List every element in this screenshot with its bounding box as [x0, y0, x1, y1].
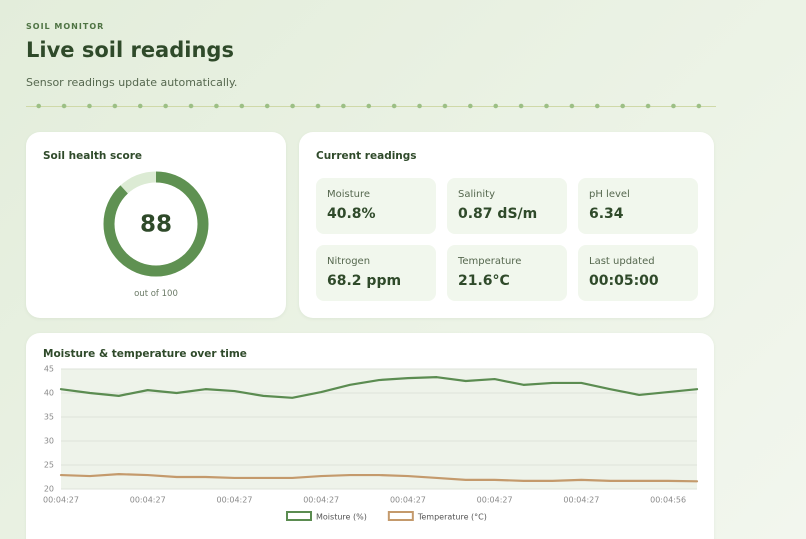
x-tick-label: 00:04:27 — [303, 496, 339, 505]
reading-tile: pH level 6.34 — [578, 178, 698, 234]
x-tick-label: 00:04:27 — [477, 496, 513, 505]
readings-card: Current readings Moisture 40.8% Salinity 0.… — [299, 132, 714, 318]
legend-label: Moisture (%) — [316, 513, 367, 522]
x-tick-label: 00:04:27 — [216, 496, 252, 505]
card-title: Soil health score — [43, 150, 143, 162]
x-tick-label: 00:04:27 — [563, 496, 599, 505]
reading-value: 0.87 dS/m — [458, 206, 538, 222]
score-value: 88 — [140, 212, 172, 238]
chart-title: Moisture & temperature over time — [43, 348, 247, 360]
reading-value: 00:05:00 — [589, 273, 659, 289]
series-line — [59, 376, 699, 399]
series-line — [59, 473, 699, 483]
y-tick-label: 20 — [44, 485, 54, 494]
y-tick-label: 30 — [44, 437, 54, 446]
reading-tile: Temperature 21.6°C — [447, 245, 567, 301]
y-tick-label: 35 — [44, 413, 54, 422]
x-tick-label: 00:04:27 — [43, 496, 79, 505]
reading-value: 21.6°C — [458, 273, 510, 289]
legend-swatch — [286, 511, 312, 521]
score-card: Soil health score 88 out of 100 — [26, 132, 286, 318]
plot-background — [61, 369, 697, 489]
x-tick-label: 00:04:27 — [390, 496, 426, 505]
page-title: Live soil readings — [26, 38, 234, 62]
subtitle: Sensor readings update automatically. — [26, 76, 238, 89]
reading-label: Temperature — [458, 256, 522, 267]
legend-label: Temperature (°C) — [417, 513, 487, 522]
reading-value: 68.2 ppm — [327, 273, 402, 289]
divider — [26, 103, 716, 109]
score-max: 100 — [161, 289, 178, 299]
score-caption: out of 100 — [26, 289, 286, 299]
chart-card: Moisture & temperature over time 20 25 30 3… — [26, 333, 714, 539]
reading-label: Moisture — [327, 189, 371, 200]
y-tick-label: 40 — [44, 389, 54, 398]
chart: Moisture & temperature over time 20 25 30 3… — [43, 348, 699, 522]
reading-label: Nitrogen — [327, 256, 371, 267]
reading-tile: Nitrogen 68.2 ppm — [316, 245, 436, 301]
reading-tile: Last updated 00:05:00 — [578, 245, 698, 301]
x-tick-label: 00:04:56 — [650, 496, 686, 505]
gauge: 88 — [103, 171, 209, 277]
caption: out of — [134, 289, 159, 299]
x-tick-label: 00:04:27 — [130, 496, 166, 505]
reading-label: Last updated — [589, 256, 655, 267]
legend-swatch — [387, 511, 414, 521]
reading-label: Salinity — [458, 189, 495, 200]
reading-label: pH level — [589, 189, 630, 200]
eyebrow: SOIL MONITOR — [26, 22, 105, 31]
gauge-arc — [103, 171, 209, 277]
y-tick-label: 25 — [44, 461, 54, 470]
reading-tile: Salinity 0.87 dS/m — [447, 178, 567, 234]
reading-value: 40.8% — [327, 206, 376, 222]
reading-tile: Moisture 40.8% — [316, 178, 436, 234]
y-tick-label: 45 — [44, 365, 54, 374]
card-title: Current readings — [316, 150, 417, 162]
reading-value: 6.34 — [589, 206, 624, 222]
